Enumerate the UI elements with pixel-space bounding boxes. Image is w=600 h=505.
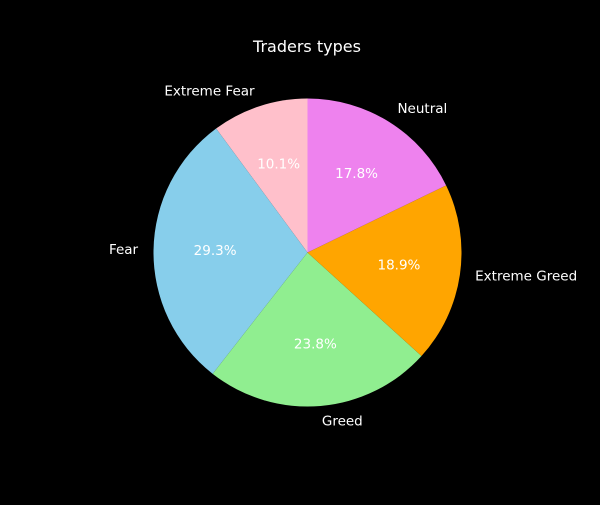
category-label-extreme-fear: Extreme Fear [164,84,255,100]
pct-label-extreme-greed: 18.9% [378,258,421,274]
slice-greed [212,252,422,407]
slice-fear [153,128,308,374]
pct-label-greed: 23.8% [294,337,337,353]
pie-slices [153,98,462,407]
pct-label-extreme-fear: 10.1% [257,157,300,173]
category-label-extreme-greed: Extreme Greed [475,269,577,285]
pct-label-fear: 29.3% [194,243,237,259]
category-label-neutral: Neutral [397,101,447,117]
slice-extreme-fear [216,98,308,253]
slice-neutral [307,98,447,253]
category-label-greed: Greed [322,413,363,429]
pct-label-neutral: 17.8% [335,166,378,182]
pie-labels: 10.1% Extreme Fear 29.3% Fear 23.8% Greed 18.9… [109,84,577,430]
category-label-fear: Fear [109,242,139,258]
chart-title: Traders types [252,37,361,56]
slice-extreme-greed [307,185,462,357]
